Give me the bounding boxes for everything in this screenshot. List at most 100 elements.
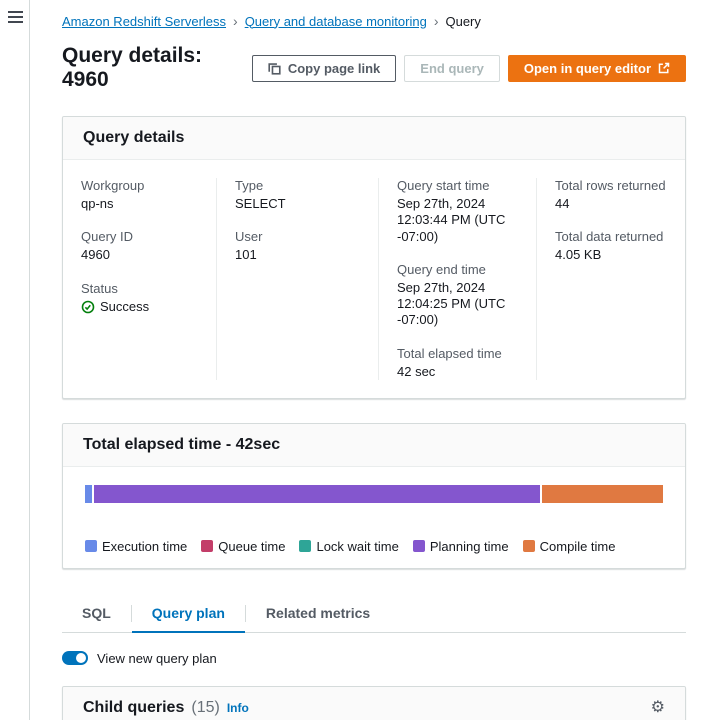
elapsed-time-card: Total elapsed time - 42sec Execution tim…	[62, 422, 686, 569]
query-details-column-2: Type SELECT User 101	[216, 178, 378, 380]
legend-item-lock-wait-time[interactable]: Lock wait time	[299, 538, 399, 554]
field-query-start-time: Query start time Sep 27th, 2024 12:03:44…	[397, 178, 518, 245]
query-details-column-4: Total rows returned 44 Total data return…	[536, 178, 685, 380]
tab-divider	[244, 604, 246, 622]
tabs: SQL Query plan Related metrics	[62, 595, 686, 633]
info-link[interactable]: Info	[226, 700, 249, 715]
field-status: Status Success	[81, 281, 198, 315]
legend-label: Execution time	[102, 538, 188, 554]
field-label: Total elapsed time	[397, 345, 502, 361]
legend-item-planning-time[interactable]: Planning time	[412, 538, 509, 554]
side-navigation-strip	[0, 0, 30, 720]
legend-label: Planning time	[429, 538, 509, 554]
breadcrumb-separator-icon: ›	[233, 13, 238, 29]
field-user: User 101	[235, 229, 360, 263]
field-total-rows-returned: Total rows returned 44	[555, 178, 667, 212]
field-label: Query start time	[397, 178, 490, 193]
copy-page-link-label: Copy page link	[287, 60, 381, 76]
legend-label: Lock wait time	[316, 538, 399, 554]
query-details-body: Workgroup qp-ns Query ID 4960 Status Suc…	[63, 160, 685, 398]
elapsed-time-bar	[85, 484, 663, 503]
breadcrumb: Amazon Redshift Serverless › Query and d…	[62, 13, 686, 29]
bar-segment-execution-time	[85, 484, 92, 503]
open-in-query-editor-button[interactable]: Open in query editor	[507, 54, 686, 82]
elapsed-time-title: Total elapsed time - 42sec	[83, 435, 281, 453]
field-value: 44	[555, 196, 570, 211]
child-queries-heading: Child queries (15) Info	[83, 699, 651, 717]
main-content: Amazon Redshift Serverless › Query and d…	[62, 0, 686, 720]
breadcrumb-link-redshift-serverless[interactable]: Amazon Redshift Serverless	[62, 13, 227, 29]
copy-icon	[268, 62, 281, 75]
menu-hamburger-icon[interactable]	[8, 11, 29, 23]
field-label: Total data returned	[555, 229, 664, 245]
legend-label: Queue time	[218, 538, 286, 554]
breadcrumb-current: Query	[445, 13, 481, 29]
field-query-id: Query ID 4960	[81, 229, 198, 263]
field-label: Workgroup	[81, 178, 145, 193]
field-value: 42 sec	[397, 363, 436, 379]
end-query-label: End query	[420, 60, 484, 76]
child-queries-card-header: Child queries (15) Info ⚙	[63, 686, 685, 720]
table-preferences-button[interactable]: ⚙	[650, 698, 665, 716]
success-icon	[81, 300, 95, 314]
field-total-data-returned: Total data returned 4.05 KB	[555, 229, 667, 263]
child-queries-count: (15)	[191, 698, 220, 716]
child-queries-title: Child queries	[83, 698, 185, 716]
field-value: 4960	[81, 247, 110, 263]
legend-swatch	[85, 540, 97, 553]
elapsed-time-card-header: Total elapsed time - 42sec	[63, 423, 685, 467]
field-value: 4.05 KB	[555, 247, 602, 263]
bar-segment-planning-time	[93, 484, 541, 503]
field-label: Query ID	[81, 229, 134, 245]
field-value: SELECT	[235, 196, 286, 211]
field-label: User	[235, 229, 263, 245]
legend-swatch	[522, 540, 535, 553]
page-header: Query details: 4960 Copy page link End q…	[62, 44, 686, 92]
query-details-title: Query details	[83, 129, 185, 146]
field-value: Sep 27th, 2024 12:04:25 PM (UTC -07:00)	[397, 279, 506, 328]
tab-sql[interactable]: SQL	[82, 604, 111, 621]
external-link-icon	[658, 62, 670, 74]
tab-divider	[130, 604, 132, 622]
elapsed-time-chart: Execution time Queue time Lock wait time Pl…	[63, 467, 685, 568]
field-label: Total rows returned	[555, 178, 666, 193]
status-text: Success	[100, 298, 150, 314]
gear-icon: ⚙	[650, 698, 665, 716]
tab-query-plan[interactable]: Query plan	[131, 595, 245, 633]
breadcrumb-link-query-monitoring[interactable]: Query and database monitoring	[244, 13, 427, 29]
chart-legend: Execution time Queue time Lock wait time Pl…	[85, 539, 663, 554]
query-details-column-1: Workgroup qp-ns Query ID 4960 Status Suc…	[63, 178, 216, 380]
legend-swatch	[201, 540, 214, 553]
copy-page-link-button[interactable]: Copy page link	[251, 54, 397, 82]
field-query-end-time: Query end time Sep 27th, 2024 12:04:25 P…	[397, 262, 518, 329]
field-label: Type	[235, 178, 264, 193]
legend-swatch	[412, 540, 425, 553]
field-workgroup: Workgroup qp-ns	[81, 178, 198, 212]
field-label: Query end time	[397, 261, 486, 277]
field-value: 101	[235, 247, 257, 263]
open-in-query-editor-label: Open in query editor	[523, 60, 651, 76]
bar-segment-compile-time	[542, 484, 663, 503]
field-type: Type SELECT	[235, 178, 360, 212]
child-queries-card: Child queries (15) Info ⚙ Child query se…	[62, 685, 686, 720]
legend-label: Compile time	[539, 538, 616, 554]
header-actions: Copy page link End query Open in query e…	[251, 54, 686, 82]
field-value: qp-ns	[81, 196, 114, 211]
status-badge: Success	[81, 299, 198, 315]
query-details-card-header: Query details	[63, 117, 685, 160]
page-title: Query details: 4960	[62, 44, 203, 91]
tab-related-metrics[interactable]: Related metrics	[265, 604, 371, 621]
field-total-elapsed-time: Total elapsed time 42 sec	[397, 346, 518, 380]
view-new-query-plan-row: View new query plan	[62, 651, 686, 666]
view-new-query-plan-toggle[interactable]	[62, 651, 88, 666]
query-details-card: Query details Workgroup qp-ns Query ID 4…	[62, 116, 686, 399]
end-query-button[interactable]: End query	[404, 54, 500, 82]
legend-item-execution-time[interactable]: Execution time	[85, 539, 187, 554]
view-new-query-plan-label: View new query plan	[97, 650, 217, 666]
legend-swatch	[299, 540, 312, 553]
legend-item-queue-time[interactable]: Queue time	[201, 539, 285, 554]
field-label: Status	[81, 280, 118, 296]
breadcrumb-separator-icon: ›	[433, 13, 439, 29]
legend-item-compile-time[interactable]: Compile time	[522, 538, 616, 554]
query-details-column-3: Query start time Sep 27th, 2024 12:03:44…	[378, 178, 536, 380]
